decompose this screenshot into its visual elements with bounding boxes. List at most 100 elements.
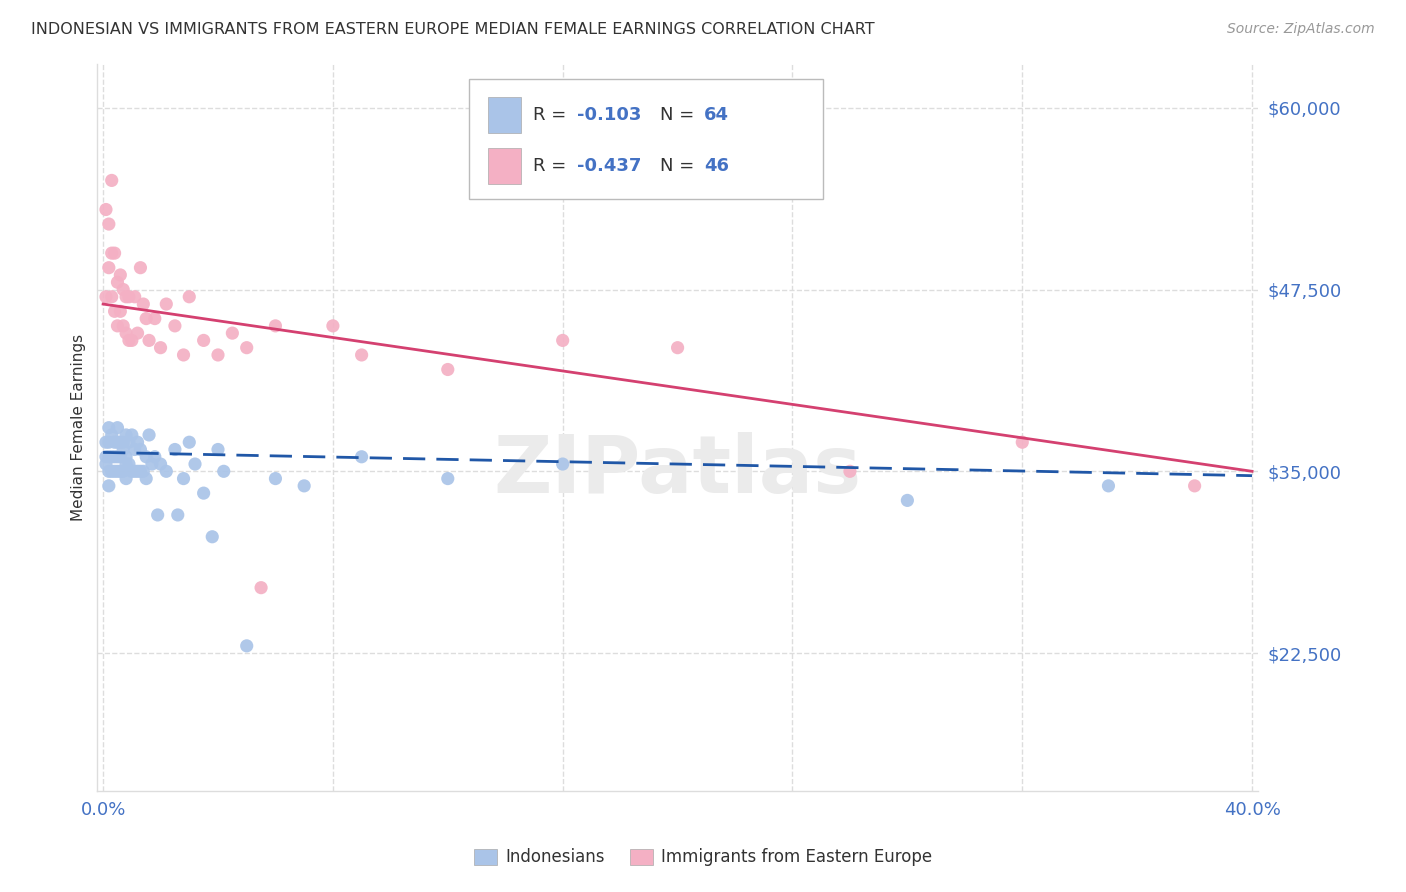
Point [110,450,132,464]
Point [173,472,195,486]
Point [110,435,132,450]
Point [1097,479,1119,493]
Point [124,464,146,478]
Point [666,341,689,355]
Point [100,464,122,478]
Point [212,464,235,478]
Point [235,341,257,355]
Point [107,435,129,450]
Point [193,334,215,348]
Point [135,450,157,464]
Point [112,442,135,457]
Point [166,508,188,522]
Point [115,428,138,442]
Text: ZIPatlas: ZIPatlas [494,433,862,510]
Point [118,435,141,450]
Point [118,334,141,348]
Point [173,348,195,362]
Point [551,334,574,348]
Point [118,457,141,471]
Text: 64: 64 [704,106,730,124]
Point [155,297,177,311]
Point [97,479,120,493]
Point [103,246,125,260]
Point [436,362,458,376]
Point [112,435,135,450]
Point [94,202,117,217]
Text: -0.103: -0.103 [576,106,641,124]
Point [97,217,120,231]
Point [107,318,129,333]
Point [121,428,143,442]
Text: N =: N = [661,106,700,124]
Point [322,318,344,333]
Point [132,464,155,478]
Point [149,457,172,471]
FancyBboxPatch shape [468,78,823,199]
Point [115,290,138,304]
Point [184,457,207,471]
Point [350,348,373,362]
Text: Source: ZipAtlas.com: Source: ZipAtlas.com [1227,22,1375,37]
Point [201,530,224,544]
Point [129,464,152,478]
Point [94,435,117,450]
Point [94,450,117,464]
Point [112,464,135,478]
Point [97,450,120,464]
Point [129,260,152,275]
Point [551,457,574,471]
Point [121,334,143,348]
Point [115,450,138,464]
Point [94,290,117,304]
Point [103,450,125,464]
Point [143,450,166,464]
Point [97,464,120,478]
Point [107,450,129,464]
Point [107,420,129,434]
Point [103,435,125,450]
Y-axis label: Median Female Earnings: Median Female Earnings [72,334,86,521]
Point [250,581,273,595]
Point [129,442,152,457]
Point [264,318,287,333]
Point [135,472,157,486]
Point [207,348,229,362]
Point [155,464,177,478]
Point [839,464,862,478]
Point [100,173,122,187]
Point [350,450,373,464]
Point [115,326,138,340]
Point [100,428,122,442]
Point [94,457,117,471]
Point [118,290,141,304]
FancyBboxPatch shape [488,148,520,184]
Text: R =: R = [533,106,571,124]
Point [124,442,146,457]
Point [436,472,458,486]
Point [115,472,138,486]
Point [143,311,166,326]
Point [100,290,122,304]
Point [103,304,125,318]
Point [138,428,160,442]
Point [110,268,132,282]
Point [138,334,160,348]
Point [97,260,120,275]
Point [121,464,143,478]
Point [110,304,132,318]
Point [97,435,120,450]
Point [235,639,257,653]
Point [127,464,149,478]
Point [110,464,132,478]
Text: -0.437: -0.437 [576,157,641,175]
Point [112,318,135,333]
Point [127,326,149,340]
Text: R =: R = [533,157,571,175]
Point [163,318,186,333]
FancyBboxPatch shape [488,97,520,133]
Point [264,472,287,486]
Text: INDONESIAN VS IMMIGRANTS FROM EASTERN EUROPE MEDIAN FEMALE EARNINGS CORRELATION : INDONESIAN VS IMMIGRANTS FROM EASTERN EU… [31,22,875,37]
Point [132,297,155,311]
Point [127,435,149,450]
